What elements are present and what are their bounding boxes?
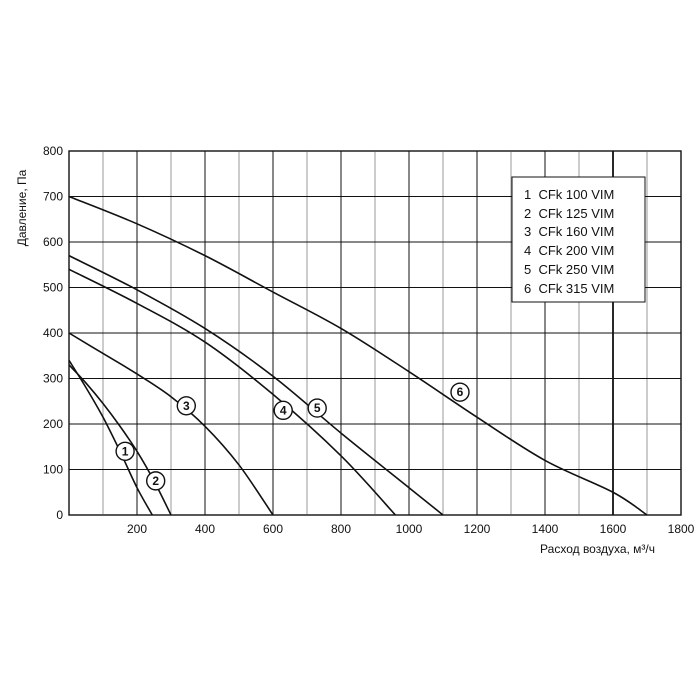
x-tick-label: 600 [263, 522, 283, 536]
y-axis-label: Давление, Па [15, 169, 29, 246]
curve-marker-label-5: 5 [314, 401, 321, 415]
curve-3 [68, 332, 274, 516]
curve-marker-circle-6 [450, 382, 470, 402]
curve-marker-label-6: 6 [457, 385, 464, 399]
curve-marker-label-4: 4 [280, 403, 287, 417]
curve-marker-circle-4 [273, 400, 293, 421]
y-tick-label: 700 [43, 190, 63, 204]
curve-marker-circle-5 [307, 398, 327, 418]
x-tick-label: 200 [127, 522, 147, 536]
x-axis-label: Расход воздуха, м³/ч [540, 542, 655, 556]
legend-entry-2: 2 CFk 125 VIM [524, 206, 614, 221]
legend-box [511, 176, 646, 303]
y-tick-label: 200 [43, 417, 63, 431]
grid [68, 150, 682, 516]
x-tick-label: 1400 [532, 522, 559, 536]
legend-entry-3: 3 CFk 160 VIM [524, 224, 614, 239]
x-tick-label: 800 [331, 522, 351, 536]
curve-6 [68, 195, 648, 516]
curves [68, 195, 648, 516]
y-tick-label: 0 [56, 508, 63, 522]
curve-marker-circle-1 [115, 441, 135, 461]
legend: 1 CFk 100 VIM 2 CFk 125 VIM 3 CFk 160 VI… [511, 176, 646, 303]
curve-markers: 1 2 3 4 5 6 [115, 382, 470, 491]
tick-labels: 0 100 200 300 400 500 600 700 800 200 400 600 800 100… [43, 144, 695, 536]
x-tick-label: 1800 [668, 522, 695, 536]
legend-entry-6: 6 CFk 315 VIM [524, 281, 614, 296]
legend-entry-4: 4 CFk 200 VIM [524, 243, 614, 258]
y-tick-label: 600 [43, 235, 63, 249]
x-tick-label: 1200 [464, 522, 491, 536]
legend-entry-5: 5 CFk 250 VIM [524, 262, 614, 277]
curve-marker-label-3: 3 [183, 399, 190, 413]
curve-marker-label-1: 1 [122, 444, 129, 458]
curve-marker-circle-2 [145, 471, 166, 491]
y-tick-label: 100 [43, 463, 63, 477]
x-tick-label: 400 [195, 522, 215, 536]
y-tick-label: 300 [43, 372, 63, 386]
y-tick-label: 400 [43, 326, 63, 340]
y-tick-label: 500 [43, 281, 63, 295]
curve-4 [68, 268, 396, 516]
y-tick-label: 800 [43, 144, 63, 158]
x-tick-label: 1600 [600, 522, 627, 536]
legend-entry-1: 1 CFk 100 VIM [524, 187, 614, 202]
curve-marker-label-2: 2 [152, 474, 159, 488]
curve-2 [68, 364, 172, 516]
curve-marker-circle-3 [176, 396, 197, 416]
x-tick-label: 1000 [396, 522, 423, 536]
curve-5 [68, 254, 444, 516]
curve-1 [68, 359, 153, 516]
